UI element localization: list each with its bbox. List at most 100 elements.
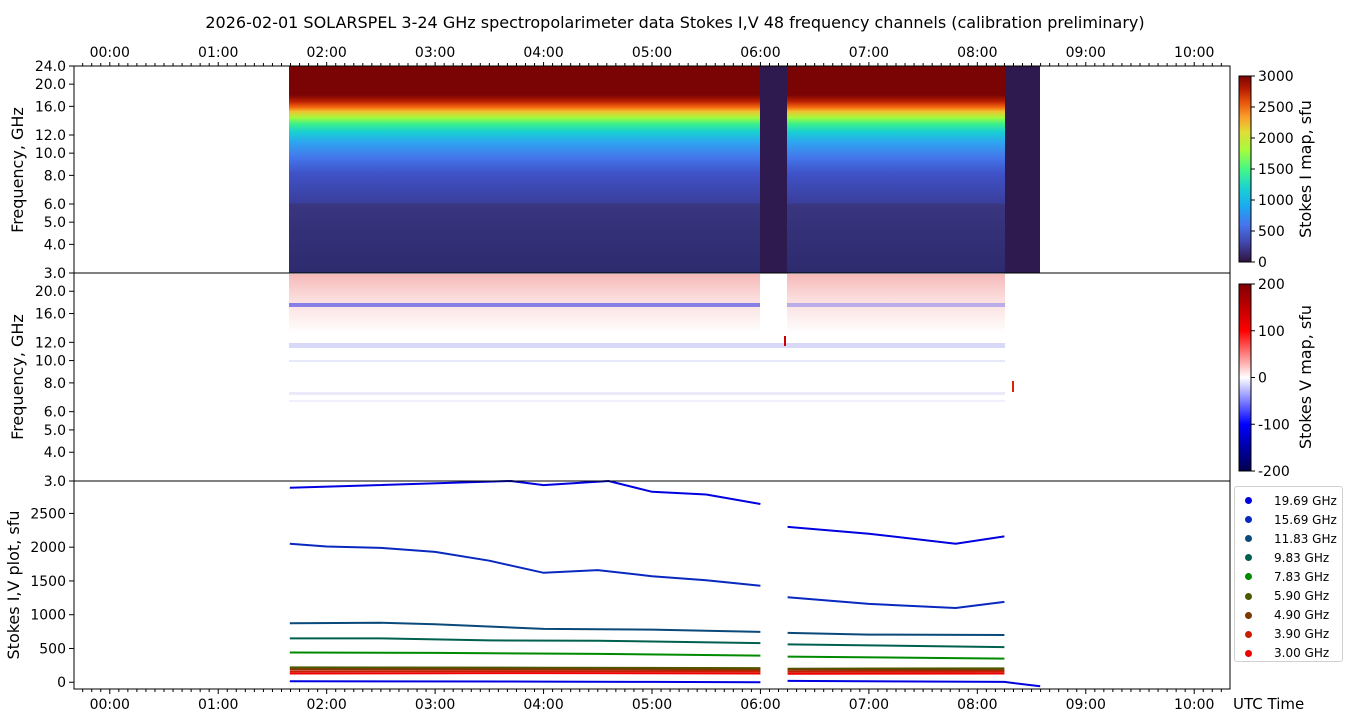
bottom-time-tick-label: 08:00: [957, 697, 997, 713]
series-line-1969: [787, 525, 1005, 545]
sfu-tick-label: 500: [39, 641, 66, 657]
legend-label: 3.00 GHz: [1274, 646, 1330, 661]
stokes-iv-plot-area: [74, 481, 1230, 689]
stokes-v-y-ticks: 3.0 4.0 5.0 6.0 8.0 10.0 12.0 16.0 20.0: [35, 284, 74, 490]
stokes-v-panel: 3.0 4.0 5.0 6.0 8.0 10.0 12.0 16.0 20.0 Frequenc…: [8, 272, 1231, 490]
top-time-tick-label: 05:00: [632, 45, 672, 61]
colorbar-tick-label: -100: [1258, 417, 1290, 433]
colorbar-tick-label: 3000: [1258, 69, 1294, 85]
bottom-time-tick-label: 03:00: [415, 697, 455, 713]
series-line-783: [289, 651, 761, 657]
stokes-v-colorbar-label: Stokes V map, sfu: [1296, 305, 1315, 449]
top-time-tick-label: 01:00: [198, 45, 238, 61]
bottom-time-tick-label: 06:00: [740, 697, 780, 713]
time-axis-label: UTC Time: [1233, 695, 1304, 713]
stokes-v-band-blue-6: [289, 400, 1005, 402]
stokes-v-band-blue-3: [289, 343, 1005, 348]
legend-item: 4.90 GHz: [1235, 606, 1342, 625]
legend-item: 3.90 GHz: [1235, 625, 1342, 644]
legend-item: 5.90 GHz: [1235, 586, 1342, 605]
colorbar-tick-label: 2000: [1258, 131, 1294, 147]
legend-marker-icon: [1245, 535, 1252, 543]
legend-marker-icon: [1245, 516, 1252, 524]
series-line-1183: [289, 621, 761, 633]
legend-item: 7.83 GHz: [1235, 567, 1342, 586]
series-line-490: [289, 668, 761, 671]
freq-tick-label: 20.0: [35, 77, 66, 93]
bottom-time-tick-label: 07:00: [849, 697, 889, 713]
colorbar-tick-label: 0: [1258, 371, 1267, 387]
stokes-v-line: [289, 680, 761, 684]
freq-tick-label: 6.0: [44, 405, 66, 421]
legend-item: 3.00 GHz: [1235, 644, 1342, 663]
stokes-iv-y-ticks: 0 500 1000 1500 2000 2500: [30, 506, 74, 691]
freq-tick-label: 5.0: [44, 215, 66, 231]
sfu-tick-label: 1000: [30, 608, 66, 624]
legend-marker-icon: [1245, 592, 1252, 600]
freq-tick-label: 10.0: [35, 146, 66, 162]
legend-marker-icon: [1245, 630, 1252, 638]
legend-label: 4.90 GHz: [1274, 608, 1330, 623]
colorbar-tick-label: 100: [1258, 324, 1285, 340]
bottom-time-tick-label: 10:00: [1174, 697, 1214, 713]
stokes-v-line: [787, 679, 1041, 688]
bottom-time-tick-label: 00:00: [90, 697, 130, 713]
legend-marker-icon: [1245, 649, 1252, 657]
bottom-time-tick-label: 04:00: [523, 697, 563, 713]
top-time-ticks: 00:00 01:00 02:00 03:00 04:00 05:00 06:00 07:00…: [82, 45, 1222, 485]
sfu-tick-label: 2500: [30, 506, 66, 522]
legend-item: 9.83 GHz: [1235, 548, 1342, 567]
freq-tick-label: 4.0: [44, 237, 66, 253]
stokes-v-band-blue-1: [289, 303, 760, 307]
chart-title: 2026-02-01 SOLARSPEL 3-24 GHz spectropol…: [205, 13, 1144, 32]
colorbar-tick-label: 500: [1258, 224, 1285, 240]
stokes-i-gap-2: [1005, 66, 1040, 273]
legend-label: 7.83 GHz: [1274, 569, 1330, 584]
series-line-983: [787, 643, 1005, 649]
series-line-783: [787, 655, 1005, 660]
bottom-time-tick-label: 09:00: [1066, 697, 1106, 713]
stokes-v-colorbar-fill: [1238, 283, 1252, 472]
bottom-time-tick-label: 01:00: [198, 697, 238, 713]
top-time-tick-label: 02:00: [306, 45, 346, 61]
freq-tick-label: 3.0: [44, 474, 66, 490]
legend-label: 15.69 GHz: [1274, 512, 1337, 527]
stokes-v-spike-1: [784, 336, 786, 346]
freq-tick-label: 24.0: [35, 59, 66, 75]
stokes-v-ylabel: Frequency, GHz: [8, 314, 27, 440]
stokes-i-colorbar-ticks: 0 500 1000 1500 2000 2500 3000: [1251, 69, 1294, 271]
stokes-i-colorbar-fill: [1238, 75, 1252, 263]
colorbar-tick-label: 1500: [1258, 162, 1294, 178]
legend-marker-icon: [1245, 573, 1252, 581]
series-line-1569: [289, 542, 761, 587]
top-time-tick-label: 00:00: [90, 45, 130, 61]
freq-tick-label: 3.0: [44, 266, 66, 282]
stokes-i-colorbar-label: Stokes I map, sfu: [1296, 100, 1315, 238]
freq-tick-label: 8.0: [44, 376, 66, 392]
stokes-v-band-blue-4: [289, 360, 1005, 362]
top-time-tick-label: 03:00: [415, 45, 455, 61]
stokes-i-heatmap-block-2: [787, 66, 1005, 273]
series-line-1183: [787, 631, 1005, 636]
legend-item: 15.69 GHz: [1235, 510, 1342, 529]
legend-marker-icon: [1245, 554, 1252, 562]
stokes-i-colorbar: 0 500 1000 1500 2000 2500 3000 Stokes I map, s…: [1238, 69, 1315, 271]
bottom-time-tick-label: 05:00: [632, 697, 672, 713]
legend-marker-icon: [1245, 611, 1252, 619]
stokes-iv-ylabel: Stokes I,V plot, sfu: [4, 511, 23, 660]
top-time-tick-label: 09:00: [1066, 45, 1106, 61]
colorbar-tick-label: 2500: [1258, 100, 1294, 116]
stokes-i-ylabel: Frequency, GHz: [8, 107, 27, 233]
colorbar-tick-label: -200: [1258, 464, 1290, 480]
stokes-i-y-ticks: 3.0 4.0 5.0 6.0 8.0 10.0 12.0 16.0 20.0 24.0: [35, 59, 74, 282]
series-line-1569: [787, 596, 1005, 610]
sfu-tick-label: 1500: [30, 574, 66, 590]
bottom-time-tick-label: 02:00: [306, 697, 346, 713]
freq-tick-label: 16.0: [35, 99, 66, 115]
legend-label: 11.83 GHz: [1274, 531, 1337, 546]
legend-label: 5.90 GHz: [1274, 589, 1330, 604]
top-time-tick-label: 10:00: [1174, 45, 1214, 61]
freq-tick-label: 4.0: [44, 445, 66, 461]
legend-item: 11.83 GHz: [1235, 529, 1342, 548]
